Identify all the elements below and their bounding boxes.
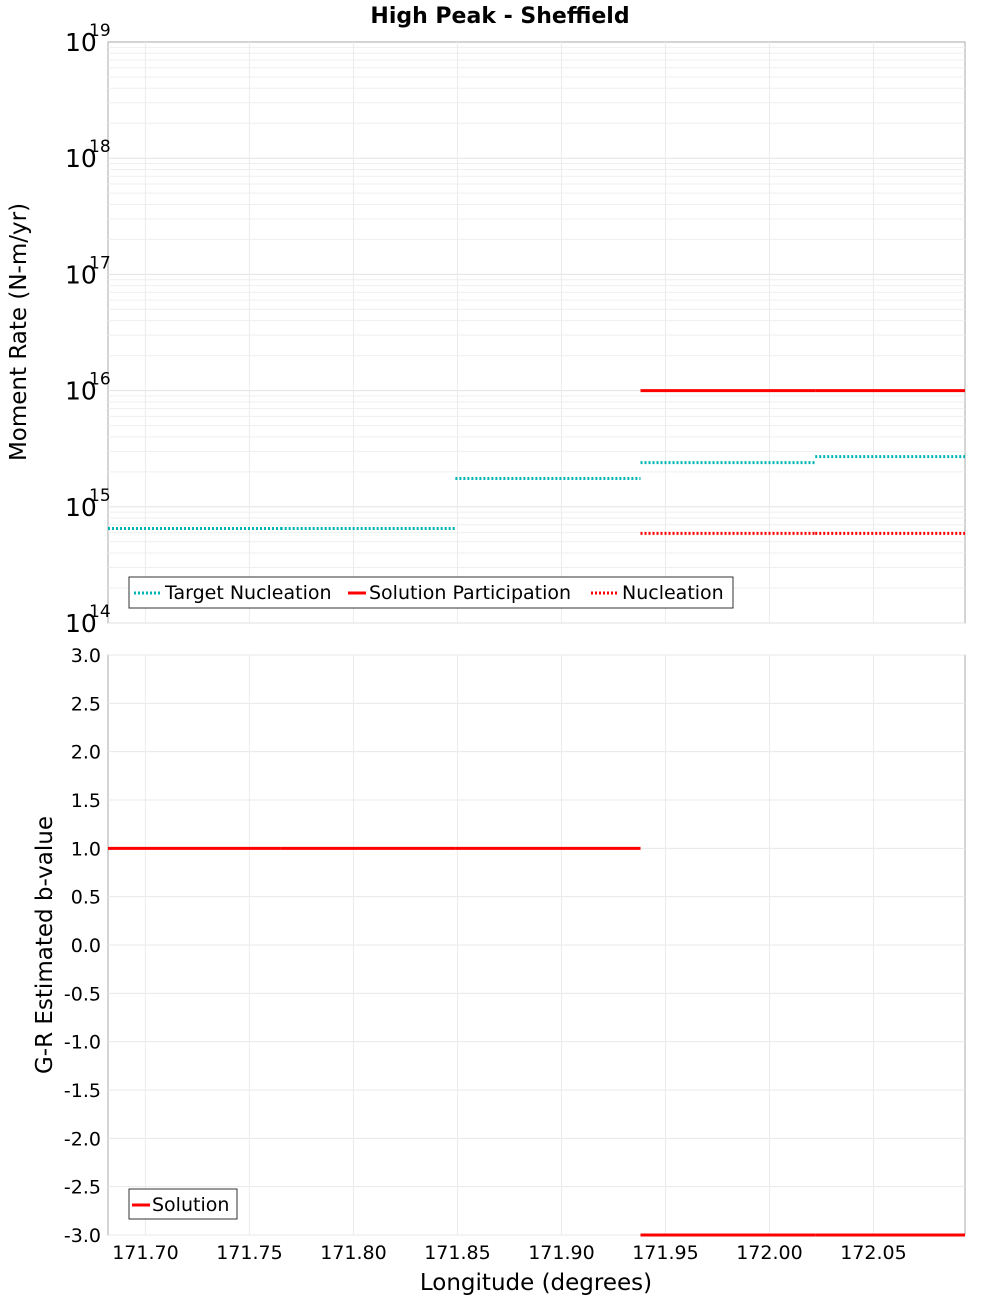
b-value-y-tick-label: -2.0 xyxy=(64,1128,101,1150)
x-tick-label: 171.75 xyxy=(216,1242,282,1264)
legend-label-solution: Solution xyxy=(152,1194,229,1216)
b-value-y-tick-label: -1.5 xyxy=(64,1080,101,1102)
chart-title: High Peak - Sheffield xyxy=(370,4,629,29)
moment-rate-y-tick-exponent: 17 xyxy=(89,253,111,273)
moment-rate-y-tick-base: 10 xyxy=(65,377,97,406)
legend-label-solution-participation: Solution Participation xyxy=(369,582,571,604)
b-value-y-tick-label: -2.5 xyxy=(64,1177,101,1199)
moment-rate-gridlines xyxy=(108,42,965,624)
b-value-gridlines xyxy=(108,654,965,1236)
moment-rate-legend-box xyxy=(128,576,734,609)
b-value-y-tick-label: 2.5 xyxy=(71,693,101,715)
moment-rate-y-tick-exponent: 16 xyxy=(89,370,111,390)
legend-label-nucleation: Nucleation xyxy=(622,582,724,604)
moment-rate-y-tick-base: 10 xyxy=(65,144,97,173)
b-value-y-tick-label: -3.0 xyxy=(64,1225,101,1247)
x-axis-label: Longitude (degrees) xyxy=(420,1270,652,1296)
b-value-y-tick-label: -0.5 xyxy=(64,983,101,1005)
moment-rate-y-tick-base: 10 xyxy=(65,28,97,57)
b-value-y-tick-label: 1.0 xyxy=(71,838,101,860)
moment-rate-series xyxy=(108,389,965,535)
moment-rate-y-tick-exponent: 15 xyxy=(89,486,111,506)
b-value-y-tick-label: 0.0 xyxy=(71,935,101,957)
b-value-panel: 3.0 2.5 2.0 1.5 1.0 0.5 0.0 -0.5 -1.0 -1.5 -2.0 -2.… xyxy=(32,645,966,1247)
x-tick-label: 172.05 xyxy=(840,1242,906,1264)
legend-label-target-nucleation: Target Nucleation xyxy=(164,582,332,604)
moment-rate-y-tick-exponent: 18 xyxy=(89,137,111,157)
b-value-y-ticks: 3.0 2.5 2.0 1.5 1.0 0.5 0.0 -0.5 -1.0 -1.5 -2.0 -2.… xyxy=(64,645,101,1247)
x-tick-label: 172.00 xyxy=(736,1242,802,1264)
moment-rate-y-tick-exponent: 19 xyxy=(89,21,111,41)
moment-rate-y-tick-base: 10 xyxy=(65,493,97,522)
moment-rate-legend: Target Nucleation Solution Participation… xyxy=(128,576,734,609)
b-value-y-tick-label: 3.0 xyxy=(71,645,101,667)
b-value-y-tick-label: -1.0 xyxy=(64,1032,101,1054)
x-tick-label: 171.80 xyxy=(320,1242,386,1264)
x-axis-ticks: 171.70 171.75 171.80 171.85 171.90 171.95 172.… xyxy=(112,1242,907,1264)
x-tick-label: 171.85 xyxy=(424,1242,490,1264)
b-value-y-axis-label: G-R Estimated b-value xyxy=(32,816,58,1074)
b-value-y-tick-label: 1.5 xyxy=(71,790,101,812)
b-value-series xyxy=(108,846,965,1237)
x-tick-label: 171.95 xyxy=(632,1242,698,1264)
b-value-legend: Solution xyxy=(128,1188,238,1220)
b-value-y-tick-label: 0.5 xyxy=(71,887,101,909)
moment-rate-y-axis-label: Moment Rate (N-m/yr) xyxy=(6,203,32,461)
x-tick-label: 171.90 xyxy=(528,1242,594,1264)
moment-rate-y-tick-exponent: 14 xyxy=(89,602,111,622)
moment-rate-y-tick-base: 10 xyxy=(65,260,97,289)
moment-rate-y-tick-base: 10 xyxy=(65,609,97,638)
b-value-y-tick-label: 2.0 xyxy=(71,742,101,764)
moment-rate-plot-area xyxy=(107,41,966,624)
x-tick-label: 171.70 xyxy=(112,1242,178,1264)
